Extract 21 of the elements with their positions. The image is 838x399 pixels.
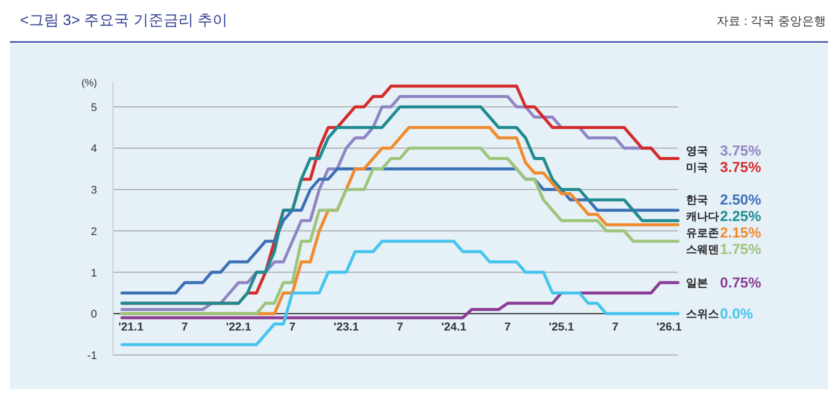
y-tick-label: 5 — [90, 102, 97, 114]
x-tick-label: '22.1 — [226, 322, 252, 334]
x-tick-label: '24.1 — [441, 322, 467, 334]
x-tick-label: '21.1 — [118, 322, 144, 334]
x-tick-label: '25.1 — [548, 322, 575, 334]
y-tick-label: 4 — [90, 143, 97, 156]
x-tick-label: '26.1 — [656, 322, 682, 334]
annotation: 자료 : 각국 중앙은행 — [716, 14, 826, 28]
x-tick-label: 7 — [289, 322, 296, 334]
title: <그림 3> 주요국 기준금리 추이 — [20, 12, 228, 29]
y-tick-label: 1 — [90, 267, 97, 280]
x-tick-label: 7 — [182, 322, 188, 334]
x-tick-label: 7 — [504, 322, 511, 334]
x-tick-label: '23.1 — [334, 322, 360, 334]
y-tick-label: -1 — [87, 350, 97, 362]
y-axis-title: (%) — [81, 78, 97, 89]
y-tick-label: 2 — [90, 226, 97, 238]
y-tick-label: 3 — [90, 184, 97, 197]
x-tick-label: 7 — [612, 322, 618, 334]
x-tick-label: 7 — [396, 322, 404, 334]
y-tick-label: 0 — [90, 308, 97, 321]
